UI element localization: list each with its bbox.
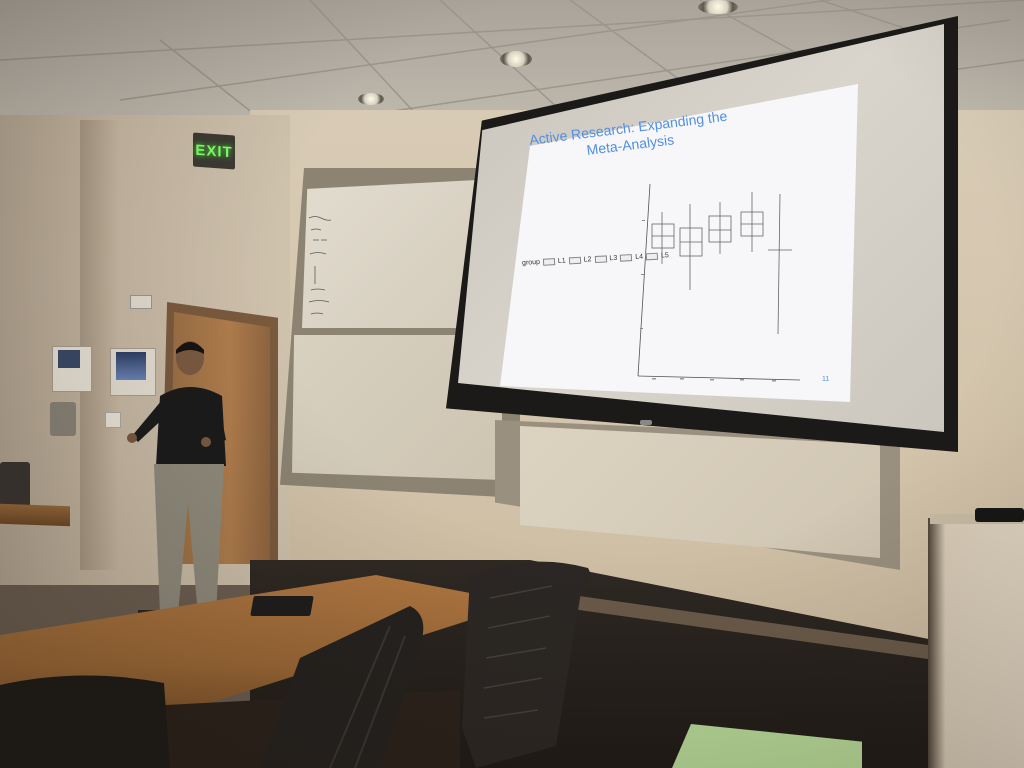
slide-page-number: 11 — [822, 376, 830, 383]
projected-slide: Active Research: Expanding the Meta-Anal… — [500, 84, 860, 402]
exit-sign-text: EXIT — [195, 141, 233, 161]
wall-pillar — [80, 120, 120, 570]
presenter — [127, 341, 226, 620]
wall-phone — [50, 402, 76, 436]
ceiling-light — [500, 51, 532, 67]
legend-key-icon — [594, 255, 607, 264]
office-chair — [0, 675, 170, 768]
podium-device — [975, 508, 1024, 522]
slide-background — [500, 84, 858, 402]
podium — [928, 518, 1024, 768]
legend-item: L4 — [635, 253, 644, 261]
chair — [0, 462, 30, 510]
thermostat-screen — [58, 350, 80, 368]
legend-key-icon — [542, 258, 556, 266]
control-panel-screen — [116, 352, 146, 380]
room-plaque — [130, 295, 152, 309]
light-switch — [105, 412, 121, 428]
legend-item: L1 — [557, 257, 566, 265]
exit-sign: EXIT — [193, 132, 235, 170]
legend-title: group — [521, 258, 541, 267]
legend-key-icon — [620, 254, 633, 262]
ceiling-light — [358, 93, 384, 105]
office-chair — [462, 561, 590, 768]
legend-item: L2 — [583, 256, 592, 264]
legend-item: L5 — [660, 252, 669, 260]
whiteboard-upper — [302, 180, 477, 328]
legend-key-icon — [645, 252, 659, 261]
ceiling-light — [698, 0, 738, 14]
legend-item: L3 — [609, 254, 618, 263]
office-chair — [260, 606, 424, 768]
legend-key-icon — [568, 256, 581, 265]
desk — [0, 503, 70, 527]
whiteboard-scribbles — [308, 216, 332, 315]
screen-logo — [640, 420, 652, 425]
